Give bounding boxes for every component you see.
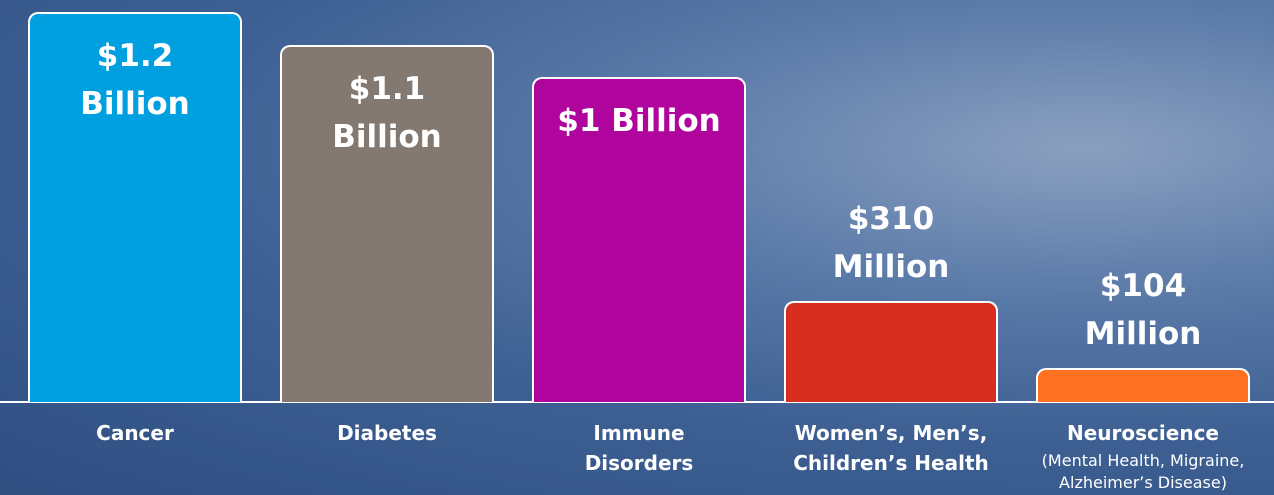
chart: $1.2 Billion Cancer $1.1 Billion Diabetes $1… (0, 0, 1274, 495)
value-label: $1.1 Billion (302, 65, 472, 161)
value-label: $310 Million (806, 195, 976, 291)
category-label: Immune Disorders (574, 418, 704, 478)
value-label: $104 Million (1058, 262, 1228, 358)
bar (1036, 368, 1250, 402)
category-label: Neuroscience (1023, 418, 1263, 448)
category-note: (Mental Health, Migraine, Alzheimer’s Di… (1018, 450, 1268, 494)
category-label: Cancer (15, 418, 255, 448)
category-label: Diabetes (267, 418, 507, 448)
value-label: $1.2 Billion (50, 32, 220, 128)
bar (784, 301, 998, 402)
value-label: $1 Billion (554, 97, 724, 145)
category-label: Women’s, Men’s, Children’s Health (771, 418, 1011, 478)
